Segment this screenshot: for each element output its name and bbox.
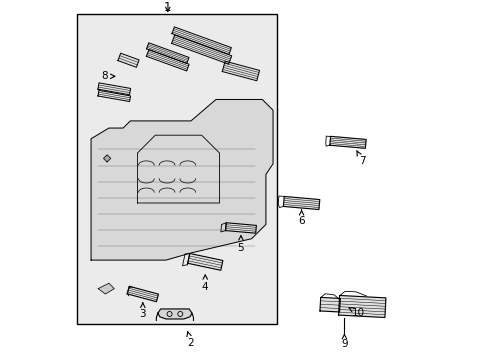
Text: 8: 8 xyxy=(101,71,115,81)
Bar xyxy=(77,14,276,324)
Polygon shape xyxy=(187,253,223,270)
Polygon shape xyxy=(91,99,272,260)
Polygon shape xyxy=(283,197,319,210)
Text: 7: 7 xyxy=(356,150,365,166)
Polygon shape xyxy=(127,286,158,302)
Text: 4: 4 xyxy=(202,275,208,292)
Polygon shape xyxy=(329,136,366,148)
Polygon shape xyxy=(171,35,231,64)
Text: 9: 9 xyxy=(341,333,347,349)
Polygon shape xyxy=(118,53,139,67)
Polygon shape xyxy=(98,283,114,294)
Text: 2: 2 xyxy=(186,332,194,348)
Polygon shape xyxy=(319,297,340,312)
Text: 1: 1 xyxy=(163,1,171,14)
Polygon shape xyxy=(146,50,189,71)
Polygon shape xyxy=(225,223,256,233)
Text: 10: 10 xyxy=(348,308,365,318)
Polygon shape xyxy=(338,296,385,318)
Polygon shape xyxy=(103,155,110,162)
Text: 6: 6 xyxy=(298,210,305,226)
Polygon shape xyxy=(172,27,231,54)
Polygon shape xyxy=(98,83,130,95)
Polygon shape xyxy=(222,61,259,81)
Polygon shape xyxy=(158,309,192,319)
Text: 3: 3 xyxy=(139,303,146,319)
Text: 5: 5 xyxy=(237,236,244,253)
Polygon shape xyxy=(146,43,189,63)
Polygon shape xyxy=(98,90,130,102)
